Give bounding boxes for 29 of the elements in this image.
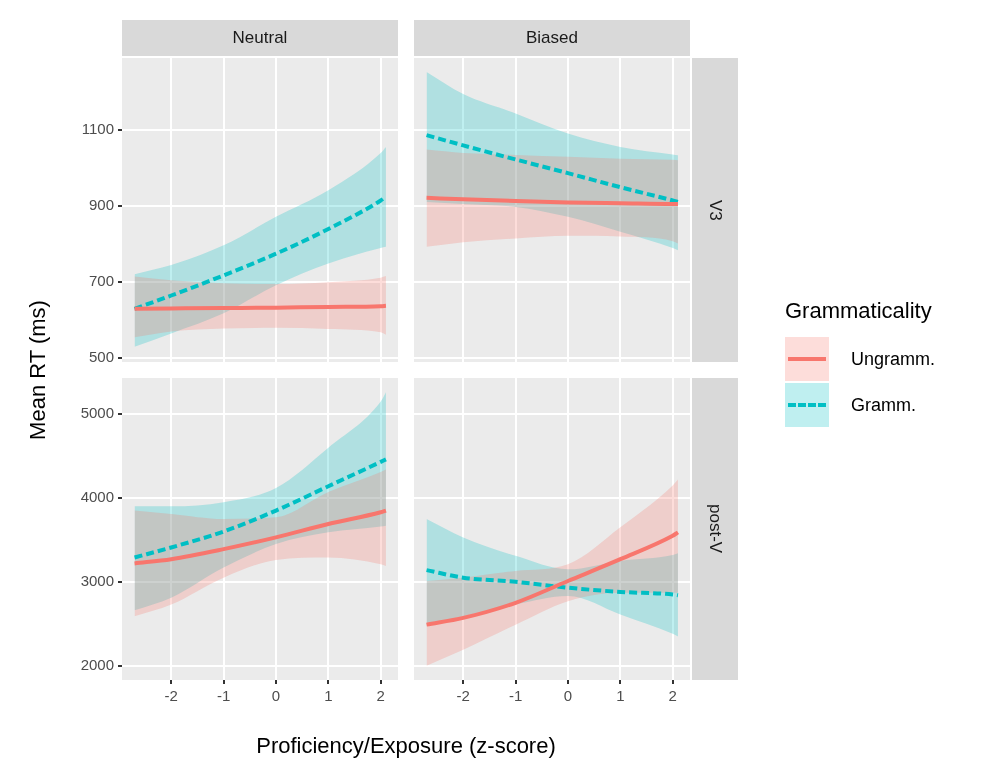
y-tick-label: 3000	[80, 571, 114, 589]
legend-label: Gramm.	[851, 394, 916, 416]
y-axis-title: Mean RT (ms)	[25, 300, 51, 440]
legend-title: Grammaticality	[785, 298, 933, 324]
y-tick-label: 1100	[81, 120, 114, 138]
x-tick-label: 0	[271, 687, 281, 705]
x-tick-label: 0	[563, 687, 573, 705]
x-tick-label: -1	[508, 687, 523, 705]
legend-label: Ungramm.	[851, 348, 936, 370]
line-series	[132, 508, 388, 566]
y-tick-label: 500	[88, 348, 114, 366]
x-tick-label: 1	[324, 687, 333, 705]
x-tick-label: -2	[456, 687, 470, 705]
y-tick-label: 4000	[80, 488, 114, 506]
x-tick-label: 1	[616, 687, 625, 705]
text: post-V	[705, 504, 725, 554]
text: V3	[705, 199, 725, 221]
x-axis-title: Proficiency/Exposure (z-score)	[256, 733, 556, 759]
y-tick-label: 900	[88, 196, 114, 214]
line-series	[132, 457, 388, 560]
x-tick-label: 2	[668, 687, 677, 705]
x-tick-label: 2	[376, 687, 385, 705]
chart-title: Neutral	[122, 20, 398, 56]
y-tick-label: 5000	[80, 404, 114, 422]
y-tick-label: 700	[88, 272, 114, 290]
y-tick-label: 2000	[80, 655, 114, 673]
x-tick-label: -2	[164, 687, 178, 705]
x-tick-label: -1	[216, 687, 231, 705]
chart-title: Biased	[414, 20, 690, 56]
